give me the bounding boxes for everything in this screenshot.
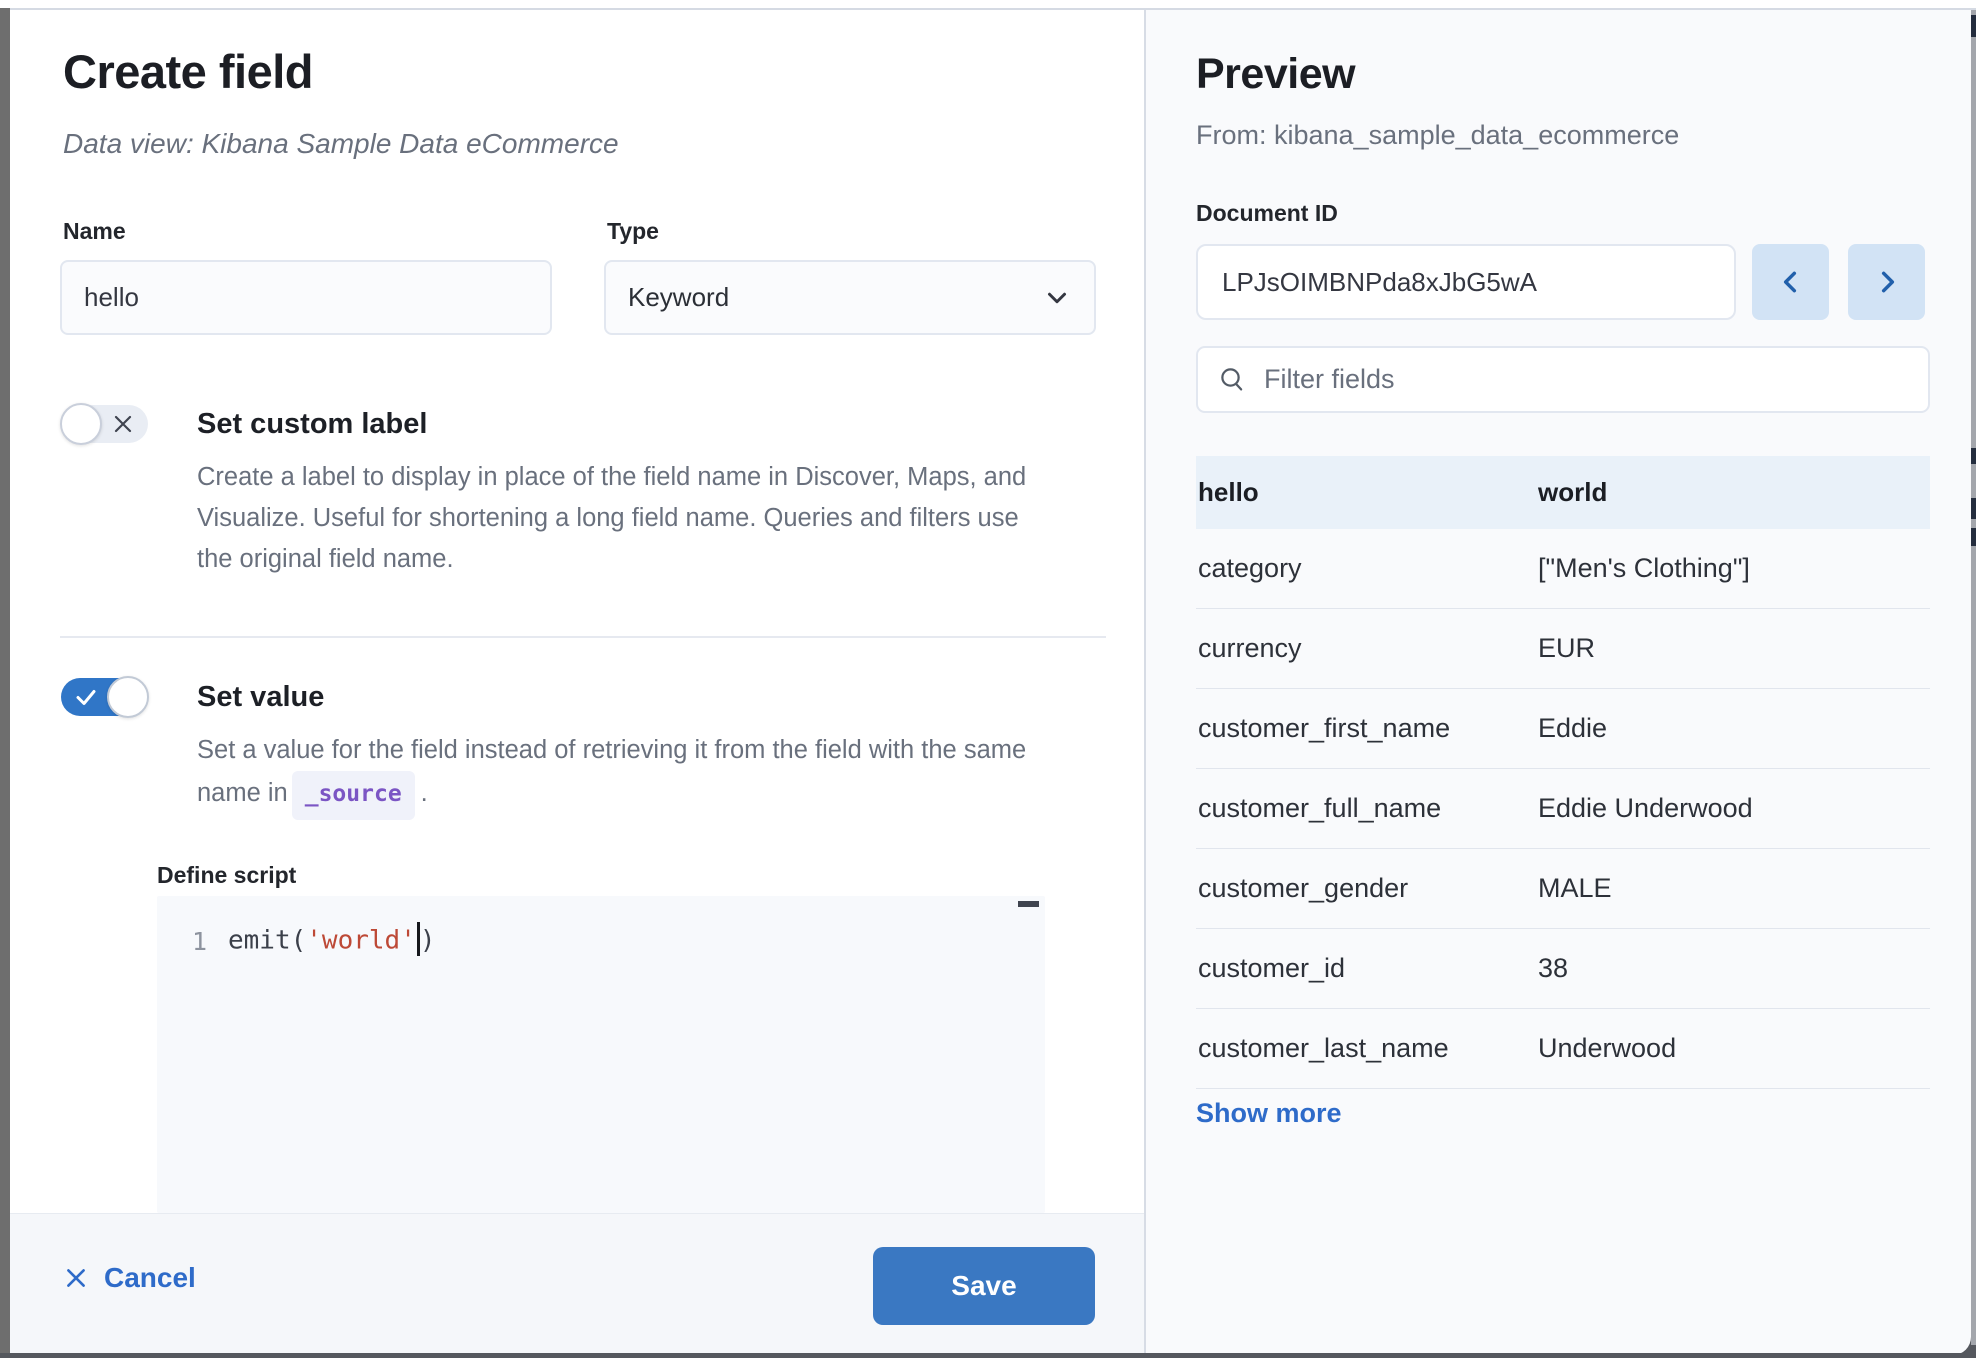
field-value-cell: Eddie Underwood — [1538, 793, 1753, 823]
page-edge-mark — [1971, 448, 1976, 464]
line-number: 1 — [191, 926, 207, 956]
set-value-heading: Set value — [197, 681, 325, 713]
code-string-token: 'world' — [306, 925, 416, 956]
toggle-on-check-icon — [74, 685, 98, 709]
name-input[interactable] — [60, 260, 552, 335]
editor-overview-ruler-mark — [1018, 901, 1039, 907]
table-header-value: world — [1538, 477, 1608, 507]
table-row[interactable]: category ["Men's Clothing"] — [1196, 529, 1930, 609]
field-value-cell: 38 — [1538, 953, 1569, 983]
cancel-button-label: Cancel — [104, 1262, 196, 1293]
data-view-name: Kibana Sample Data eCommerce — [201, 128, 619, 159]
set-value-section: Set value Set a value for the field inst… — [61, 676, 1077, 820]
preview-from-line: From: kibana_sample_data_ecommerce — [1196, 120, 1680, 150]
field-name-cell: currency — [1198, 633, 1302, 663]
text-cursor — [416, 922, 420, 956]
type-field-label: Type — [607, 218, 659, 244]
preview-title: Preview — [1196, 50, 1356, 98]
custom-label-section: Set custom label Create a label to displ… — [60, 403, 1077, 580]
field-name-cell: customer_first_name — [1198, 713, 1451, 743]
preview-fields-table: hello world category ["Men's Clothing"] … — [1196, 456, 1930, 1089]
table-header-key: hello — [1198, 477, 1259, 507]
page-edge-mark — [1971, 15, 1976, 37]
custom-label-toggle[interactable] — [60, 403, 148, 445]
set-value-toggle[interactable] — [61, 676, 149, 718]
toggle-thumb — [107, 676, 149, 718]
table-row[interactable]: customer_last_name Underwood — [1196, 1009, 1930, 1089]
toggle-off-x-icon — [111, 412, 135, 436]
table-row[interactable]: customer_first_name Eddie — [1196, 689, 1930, 769]
table-row[interactable]: customer_full_name Eddie Underwood — [1196, 769, 1930, 849]
table-header-row: hello world — [1196, 456, 1930, 529]
name-field-label: Name — [63, 218, 126, 244]
define-script-label: Define script — [157, 862, 297, 888]
set-value-description-text: Set a value for the field instead of ret… — [197, 736, 1027, 807]
field-value-cell: ["Men's Clothing"] — [1538, 553, 1750, 583]
field-name-cell: customer_gender — [1198, 873, 1409, 903]
field-value-cell: Underwood — [1538, 1033, 1677, 1063]
toggle-thumb — [60, 403, 102, 445]
field-value-cell: EUR — [1538, 633, 1596, 663]
chevron-left-icon — [1775, 266, 1807, 298]
cancel-button[interactable]: Cancel — [63, 1262, 196, 1294]
page-title: Create field — [63, 45, 313, 98]
page-edge-right — [1971, 10, 1976, 1345]
custom-label-heading: Set custom label — [197, 408, 428, 440]
code-line: 1 emit('world') — [157, 922, 1045, 960]
page-edge-left — [0, 8, 10, 1358]
document-id-input[interactable] — [1196, 244, 1736, 320]
previous-document-button[interactable] — [1752, 244, 1829, 320]
code-content: emit('world') — [228, 922, 436, 960]
code-token: ) — [419, 925, 436, 956]
field-name-cell: customer_last_name — [1198, 1033, 1449, 1063]
next-document-button[interactable] — [1848, 244, 1925, 320]
filter-fields-box — [1196, 346, 1930, 413]
show-more-link[interactable]: Show more — [1196, 1098, 1342, 1128]
page-edge-mark — [1971, 498, 1976, 519]
table-row[interactable]: customer_gender MALE — [1196, 849, 1930, 929]
filter-fields-input[interactable] — [1264, 364, 1908, 395]
save-button[interactable]: Save — [873, 1247, 1095, 1325]
panel-divider — [1144, 10, 1146, 1358]
code-token: emit( — [228, 925, 307, 956]
field-name-cell: customer_full_name — [1198, 793, 1442, 823]
flyout-top-border — [10, 8, 1976, 10]
type-select[interactable]: Keyword — [604, 260, 1096, 335]
table-row[interactable]: currency EUR — [1196, 609, 1930, 689]
source-code-chip: _source — [291, 771, 415, 820]
section-divider — [60, 636, 1106, 638]
document-id-label: Document ID — [1196, 200, 1338, 226]
search-icon — [1218, 365, 1248, 395]
chevron-down-icon — [1042, 283, 1072, 313]
field-name-cell: category — [1198, 553, 1302, 583]
data-view-subtitle: Data view: Kibana Sample Data eCommerce — [63, 128, 619, 160]
set-value-description: Set a value for the field instead of ret… — [197, 730, 1077, 820]
page-edge-mark — [1971, 528, 1976, 546]
page-edge-bottom — [0, 1353, 1976, 1358]
data-view-subtitle-prefix: Data view: — [63, 128, 202, 159]
field-editor-panel: Create field Data view: Kibana Sample Da… — [10, 10, 1144, 1358]
field-value-cell: MALE — [1538, 873, 1612, 903]
table-row[interactable]: customer_id 38 — [1196, 929, 1930, 1009]
preview-panel: Preview From: kibana_sample_data_ecommer… — [1146, 10, 1971, 1355]
set-value-description-period: . — [420, 779, 428, 807]
field-name-cell: customer_id — [1198, 953, 1346, 983]
script-code-editor[interactable]: 1 emit('world') — [157, 896, 1045, 1213]
custom-label-description: Create a label to display in place of th… — [197, 463, 1027, 573]
flyout-footer: Cancel Save — [10, 1213, 1144, 1358]
chevron-right-icon — [1871, 266, 1903, 298]
type-select-value: Keyword — [628, 282, 730, 312]
field-value-cell: Eddie — [1538, 713, 1608, 743]
table-body: category ["Men's Clothing"] currency EUR… — [1196, 529, 1930, 1089]
close-icon — [63, 1265, 89, 1291]
